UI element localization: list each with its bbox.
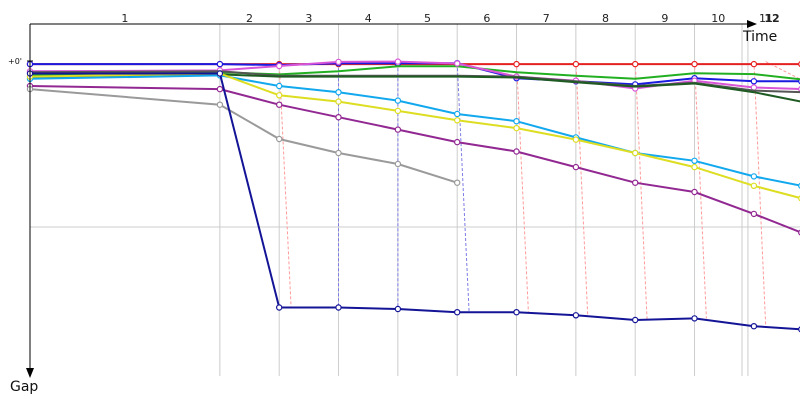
lap-trace-7 bbox=[634, 61, 648, 321]
series-9-point-3 bbox=[335, 149, 342, 157]
series-6-point-3 bbox=[335, 88, 342, 96]
series-line-6 bbox=[29, 74, 800, 187]
series-7-point-10 bbox=[750, 182, 758, 189]
series-3-point-5 bbox=[454, 60, 461, 67]
series-line-8 bbox=[29, 85, 800, 234]
lap-trace-9 bbox=[753, 61, 767, 327]
series-0-point-7 bbox=[572, 60, 580, 68]
series-8-point-1 bbox=[216, 85, 224, 93]
series-7-point-7 bbox=[572, 136, 580, 143]
lap-label-8: 8 bbox=[602, 12, 609, 25]
driver-series bbox=[26, 58, 800, 333]
lap-label-12: 12 bbox=[764, 12, 779, 25]
y-axis-arrow-icon bbox=[26, 368, 34, 378]
x-axis-title: Time bbox=[742, 29, 777, 45]
series-10-point-4 bbox=[394, 305, 402, 313]
series-10-point-5 bbox=[454, 309, 461, 316]
series-0-point-8 bbox=[632, 60, 639, 68]
series-7-point-6 bbox=[513, 124, 520, 132]
series-10-point-2 bbox=[276, 304, 283, 311]
series-7-point-3 bbox=[335, 98, 342, 105]
lap-trace-5 bbox=[516, 61, 529, 313]
series-line-5 bbox=[29, 73, 800, 103]
series-8-point-4 bbox=[394, 126, 402, 133]
series-10-point-8 bbox=[632, 316, 639, 324]
series-line-3 bbox=[29, 60, 800, 91]
series-8-point-8 bbox=[632, 179, 639, 186]
grid-lines bbox=[30, 24, 800, 376]
series-9-point-5 bbox=[454, 179, 461, 186]
series-7-point-2 bbox=[276, 92, 283, 99]
series-0-point-9 bbox=[691, 60, 698, 68]
lap-label-7: 7 bbox=[543, 12, 550, 25]
series-8-point-6 bbox=[513, 148, 520, 155]
series-1-point-10 bbox=[750, 78, 758, 85]
series-7-point-5 bbox=[454, 117, 461, 124]
lap-trace-4 bbox=[278, 61, 292, 308]
y-tick-label: +0' bbox=[8, 57, 22, 66]
series-7 bbox=[26, 70, 800, 202]
lap-label-3: 3 bbox=[305, 12, 312, 25]
series-6-point-9 bbox=[691, 157, 698, 164]
series-8-point-9 bbox=[691, 188, 698, 196]
lap-label-6: 6 bbox=[483, 12, 490, 25]
lap-label-9: 9 bbox=[661, 12, 668, 25]
series-8 bbox=[26, 82, 800, 236]
series-9-point-1 bbox=[216, 101, 224, 108]
series-7-point-4 bbox=[394, 107, 402, 115]
lap-trace-2 bbox=[456, 63, 470, 313]
series-line-10 bbox=[30, 72, 800, 331]
lap-trace-6 bbox=[575, 61, 589, 316]
series-7-point-8 bbox=[632, 149, 639, 157]
series-6-point-2 bbox=[276, 82, 283, 90]
lap-trace-lines bbox=[219, 61, 800, 327]
series-8-point-10 bbox=[750, 210, 758, 218]
series-3-point-10 bbox=[750, 84, 758, 91]
series-9-point-2 bbox=[276, 135, 283, 143]
series-line-9 bbox=[29, 88, 458, 184]
series-1-point-1 bbox=[216, 60, 224, 68]
series-3-point-2 bbox=[276, 62, 283, 70]
series-0-point-6 bbox=[513, 60, 520, 68]
series-6-point-5 bbox=[454, 110, 461, 118]
lap-trace-8 bbox=[694, 61, 707, 319]
series-8-point-7 bbox=[572, 163, 580, 171]
series-0-point-10 bbox=[750, 60, 758, 68]
lap-label-10: 10 bbox=[711, 12, 725, 25]
series-10 bbox=[26, 70, 800, 333]
series-10-point-9 bbox=[691, 315, 698, 322]
series-10-point-10 bbox=[750, 323, 758, 330]
axes bbox=[26, 20, 757, 378]
series-9-point-4 bbox=[394, 160, 402, 168]
y-axis-title: Gap bbox=[10, 379, 38, 395]
series-6 bbox=[26, 72, 800, 189]
series-10-point-1 bbox=[216, 70, 224, 77]
x-axis-arrow-icon bbox=[747, 20, 757, 28]
series-3-point-3 bbox=[335, 58, 342, 66]
lap-label-1: 1 bbox=[121, 12, 128, 25]
series-6-point-10 bbox=[750, 173, 758, 180]
series-6-point-4 bbox=[394, 97, 402, 104]
series-8-point-5 bbox=[454, 138, 461, 146]
lap-label-5: 5 bbox=[424, 12, 431, 25]
series-7-point-9 bbox=[691, 163, 698, 171]
series-10-point-6 bbox=[513, 309, 520, 316]
lap-label-2: 2 bbox=[246, 12, 253, 25]
series-8-point-3 bbox=[335, 113, 342, 121]
series-9 bbox=[26, 85, 461, 186]
lap-label-4: 4 bbox=[365, 12, 372, 25]
series-10-point-7 bbox=[572, 312, 580, 319]
series-3-point-4 bbox=[394, 58, 402, 65]
series-line-7 bbox=[29, 72, 800, 199]
series-6-point-6 bbox=[513, 117, 520, 125]
series-5 bbox=[29, 73, 800, 103]
series-10-point-3 bbox=[335, 304, 342, 311]
series-8-point-2 bbox=[276, 101, 283, 108]
lap-label-11: 11 bbox=[759, 12, 773, 25]
